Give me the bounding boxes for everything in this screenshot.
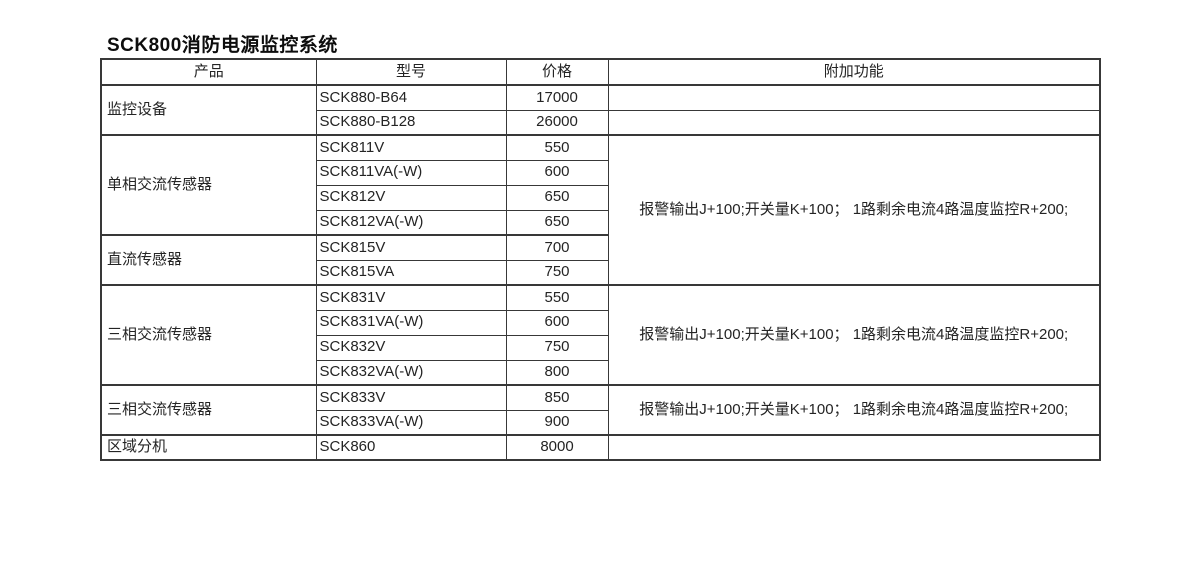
product-cell-monitoring-device: 监控设备 (100, 84, 317, 136)
table-row: SCK831VA(-W) 600 (101, 309, 1100, 336)
model-cell: SCK880-B128 (315, 109, 507, 136)
price-table: 产品 型号 价格 附加功能 监控设备 SCK880-B64 17000 SCK8… (100, 58, 1101, 461)
feature-cell-empty (607, 434, 1101, 461)
price-cell: 750 (505, 334, 609, 361)
price-cell: 600 (505, 159, 609, 186)
page-title: SCK800消防电源监控系统 (107, 35, 338, 56)
table-row: SCK832V 750 (101, 334, 1100, 361)
price-cell: 800 (505, 359, 609, 386)
price-cell: 550 (505, 134, 609, 161)
feature-cell-alarm-output: 报警输出J+100;开关量K+100； 1路剩余电流4路温度监控R+200; (607, 284, 1101, 386)
model-cell: SCK815VA (315, 259, 507, 286)
table-row: 监控设备 SCK880-B64 17000 (100, 84, 1101, 136)
model-cell: SCK811V (315, 134, 507, 161)
price-cell: 600 (505, 309, 609, 336)
feature-cell-empty (607, 84, 1101, 111)
table-header: 产品 型号 价格 附加功能 (100, 58, 1101, 86)
table-row: 区域分机 SCK860 8000 (100, 434, 1101, 461)
header-price: 价格 (505, 58, 609, 86)
model-cell: SCK812VA(-W) (315, 209, 507, 236)
price-cell: 550 (505, 284, 609, 311)
model-cell: SCK811VA(-W) (315, 159, 507, 186)
table-row: 直流传感器 SCK815V 700 (100, 234, 1100, 286)
price-cell: 750 (505, 259, 609, 286)
product-cell-three-phase-ac-sensor: 三相交流传感器 (100, 284, 317, 386)
header-features: 附加功能 (607, 58, 1101, 86)
table-row: 单相交流传感器 SCK811V 550 报警输出J+100;开关量K+100； … (100, 134, 1101, 286)
price-cell: 26000 (505, 109, 609, 136)
product-cell-three-phase-ac-sensor-2: 三相交流传感器 (100, 384, 317, 436)
product-cell-regional-extension: 区域分机 (100, 434, 317, 461)
model-cell: SCK833V (315, 384, 507, 411)
model-cell: SCK812V (315, 184, 507, 211)
model-cell: SCK832VA(-W) (315, 359, 507, 386)
model-cell: SCK831V (315, 284, 507, 311)
feature-cell-alarm-output: 报警输出J+100;开关量K+100； 1路剩余电流4路温度监控R+200; (607, 134, 1101, 286)
price-cell: 700 (505, 234, 609, 261)
price-cell: 17000 (505, 84, 609, 111)
product-cell-single-phase-ac-sensor: 单相交流传感器 (100, 134, 317, 236)
header-row: 产品 型号 价格 附加功能 (100, 58, 1101, 86)
header-product: 产品 (100, 58, 317, 86)
product-cell-dc-sensor: 直流传感器 (100, 234, 317, 286)
model-cell: SCK831VA(-W) (315, 309, 507, 336)
price-cell: 650 (505, 184, 609, 211)
table-row: SCK812V 650 (101, 184, 1100, 211)
price-cell: 850 (505, 384, 609, 411)
table-row: 三相交流传感器 SCK831V 550 报警输出J+100;开关量K+100； … (100, 284, 1101, 386)
model-cell: SCK832V (315, 334, 507, 361)
price-cell: 650 (505, 209, 609, 236)
model-cell: SCK833VA(-W) (315, 409, 507, 436)
model-cell: SCK880-B64 (315, 84, 507, 111)
table-row: SCK832VA(-W) 800 (101, 359, 1100, 386)
model-cell: SCK815V (315, 234, 507, 261)
price-cell: 900 (505, 409, 609, 436)
header-model: 型号 (315, 58, 507, 86)
feature-cell-empty (607, 109, 1101, 136)
price-cell: 8000 (505, 434, 609, 461)
table-row: 三相交流传感器 SCK833V 850 报警输出J+100;开关量K+100； … (100, 384, 1101, 436)
model-cell: SCK860 (315, 434, 507, 461)
feature-cell-alarm-output: 报警输出J+100;开关量K+100； 1路剩余电流4路温度监控R+200; (607, 384, 1101, 436)
table-row: SCK811VA(-W) 600 (101, 159, 1100, 186)
